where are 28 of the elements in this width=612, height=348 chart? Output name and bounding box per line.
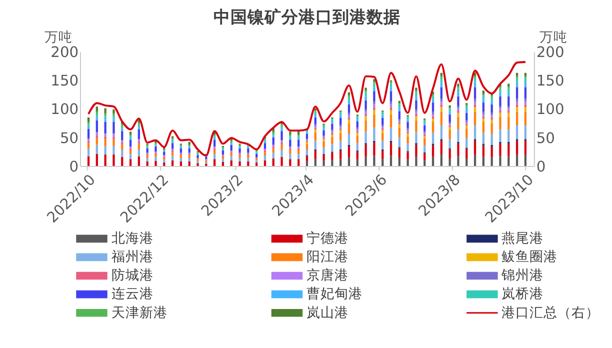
y-tick-label: 100 bbox=[50, 101, 79, 118]
legend-label: 曹妃甸港 bbox=[306, 286, 362, 302]
legend-label: 锦州港 bbox=[500, 268, 544, 284]
y2-tick-label: 200 bbox=[536, 44, 564, 62]
legend-label: 阳江港 bbox=[306, 249, 348, 266]
legend-label: 天津新港 bbox=[111, 304, 168, 321]
legend-label: 岚山港 bbox=[306, 304, 348, 321]
y2-tick-label: 100 bbox=[536, 101, 564, 118]
legend-label: 京唐港 bbox=[306, 268, 348, 284]
legend-label: 鲅鱼圈港 bbox=[502, 249, 558, 266]
legend-label: 港口汇总（右） bbox=[502, 304, 600, 321]
y-axis-title: 万吨 bbox=[44, 30, 73, 46]
y2-axis-title: 万吨 bbox=[540, 30, 568, 46]
legend-label: 福州港 bbox=[111, 249, 154, 266]
legend-label: 防城港 bbox=[111, 268, 154, 284]
y2-tick-label: 150 bbox=[536, 72, 564, 90]
y2-tick-label: 0 bbox=[536, 158, 546, 176]
legend-label: 燕尾港 bbox=[502, 230, 544, 247]
legend-label: 宁德港 bbox=[306, 230, 348, 247]
y-tick-label: 150 bbox=[50, 72, 79, 90]
chart-title: 中国镍矿分港口到港数据 bbox=[213, 7, 400, 26]
y2-tick-label: 50 bbox=[536, 130, 555, 147]
y-tick-label: 0 bbox=[69, 158, 79, 176]
y-tick-label: 50 bbox=[60, 130, 79, 147]
y-tick-label: 200 bbox=[50, 44, 79, 62]
legend-label: 连云港 bbox=[111, 286, 154, 302]
legend-label: 岚桥港 bbox=[502, 286, 544, 302]
legend-label: 北海港 bbox=[111, 230, 154, 247]
